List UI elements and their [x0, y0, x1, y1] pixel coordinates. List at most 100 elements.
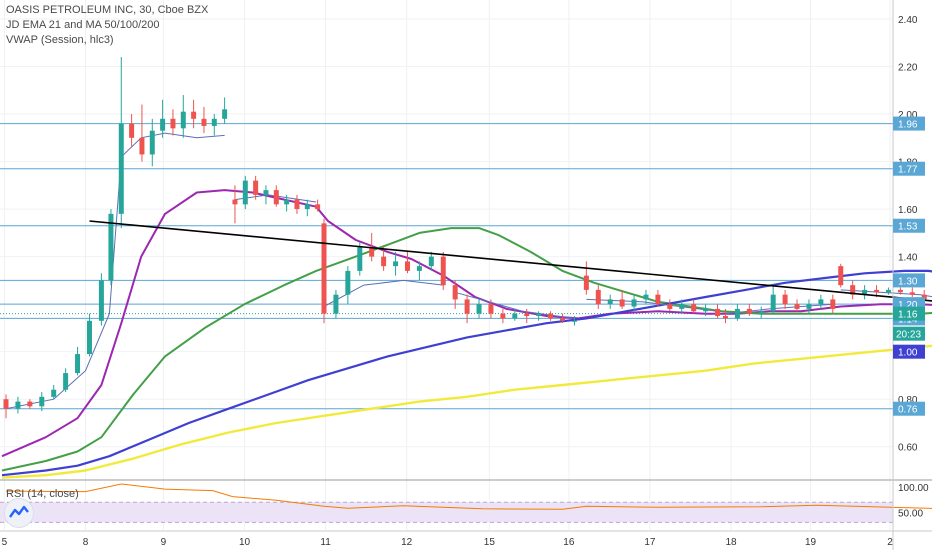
price-tag-1.53-bg: [893, 218, 925, 233]
candle-body-60: [679, 304, 685, 309]
candle-body-23: [253, 180, 259, 195]
price-tag-last: 1.16: [898, 310, 918, 321]
candle-body-45: [500, 313, 506, 319]
candle-body-76: [862, 289, 868, 295]
price-tag-0.76: 0.76: [898, 405, 918, 416]
candle-body-24: [263, 190, 269, 195]
candle-body-21: [232, 199, 238, 205]
x-tick-15: 15: [484, 537, 496, 548]
price-tag-ma: 1.00: [898, 348, 918, 359]
candle-body-38: [416, 266, 422, 271]
x-tick-19: 19: [805, 537, 817, 548]
legend-ma: JD EMA 21 and MA 50/100/200: [6, 19, 160, 31]
vwap-segment-0: [5, 132, 225, 410]
vwap-line: [5, 132, 932, 410]
price-tag-1.30-bg: [893, 273, 925, 288]
tradingview-logo[interactable]: [4, 498, 34, 528]
x-tick-11: 11: [320, 537, 331, 548]
candle-body-50: [560, 318, 565, 321]
candle-body-48: [536, 313, 542, 317]
candle-body-44: [488, 304, 494, 314]
candle-body-81: [921, 294, 927, 300]
candle-body-55: [619, 299, 625, 307]
candle-body-67: [758, 311, 764, 314]
candles: [3, 57, 927, 419]
line-ma-200: [1, 344, 932, 479]
y-tick-0.80: 0.80: [898, 395, 918, 406]
candle-body-33: [357, 247, 363, 271]
vwap-segment-4: [586, 298, 718, 312]
price-tag-ma-bg: [893, 344, 925, 359]
candle-body-26: [284, 199, 290, 205]
candle-body-3: [39, 396, 45, 407]
y-tick-2.40: 2.40: [898, 15, 918, 26]
candle-body-57: [643, 294, 649, 300]
horizontal-levels: [0, 123, 893, 410]
countdown-label: 20:23: [896, 330, 921, 341]
trendline-line: [89, 220, 932, 302]
candle-body-35: [381, 256, 387, 267]
candle-body-27: [294, 199, 300, 210]
y-tick-1.40: 1.40: [898, 253, 918, 264]
candle-body-77: [874, 289, 880, 293]
candle-body-22: [242, 180, 248, 205]
candle-body-41: [452, 285, 458, 300]
line-ma-50: [1, 227, 932, 472]
x-tick-17: 17: [644, 537, 656, 548]
legend-title: OASIS PETROLEUM INC, 30, Cboe BZX: [6, 4, 209, 16]
candle-body-2: [27, 401, 33, 407]
y-tick-1.60: 1.60: [898, 205, 918, 216]
rsi-line: [5, 483, 932, 510]
x-tick-10: 10: [239, 537, 251, 548]
candle-body-0: [3, 399, 9, 409]
candle-body-7: [86, 320, 92, 355]
x-tick-2: 2: [887, 537, 893, 548]
candle-body-63: [715, 308, 721, 317]
vwap-segment-5: [725, 303, 833, 315]
candle-body-49: [548, 313, 554, 319]
candle-body-15: [170, 118, 176, 129]
candle-body-36: [393, 261, 399, 267]
candle-body-32: [345, 270, 351, 295]
candle-body-13: [149, 130, 155, 155]
candle-body-75: [850, 285, 856, 295]
candle-body-37: [404, 261, 410, 271]
moving-average-lines: [1, 189, 932, 479]
price-tag-1.53: 1.53: [898, 222, 918, 233]
y-tick-2.00: 2.00: [898, 110, 918, 121]
price-tag-1.30: 1.30: [898, 276, 918, 287]
vwap-segment-6: [840, 289, 932, 298]
x-tick-5: 5: [2, 537, 8, 548]
trendline: [89, 220, 932, 302]
candle-body-52: [583, 275, 589, 290]
candle-body-69: [782, 294, 788, 305]
candle-body-80: [909, 292, 915, 295]
candle-body-61: [691, 304, 697, 312]
candle-body-40: [440, 256, 446, 286]
candle-body-68: [770, 294, 776, 312]
candle-body-4: [51, 389, 57, 397]
candle-body-11: [129, 123, 135, 138]
y-tick-0.60: 0.60: [898, 443, 918, 454]
candle-body-62: [703, 308, 709, 312]
candle-body-19: [211, 118, 217, 126]
candle-body-16: [180, 111, 186, 129]
price-tag-last-bg: [893, 306, 925, 321]
candle-body-73: [830, 299, 836, 309]
candle-body-12: [139, 137, 145, 155]
candle-body-78: [885, 289, 891, 293]
candle-body-42: [464, 299, 470, 314]
line-ma-100: [1, 269, 932, 477]
x-tick-16: 16: [563, 537, 575, 548]
candle-body-66: [746, 308, 752, 314]
y-tick-2.20: 2.20: [898, 63, 918, 74]
vwap-segment-2: [323, 279, 444, 307]
candle-body-8: [98, 280, 104, 321]
price-tag-1.96: 1.96: [898, 120, 918, 131]
candle-body-54: [607, 299, 613, 305]
candle-body-34: [369, 247, 375, 257]
candle-body-6: [75, 354, 81, 374]
candle-body-29: [315, 204, 321, 210]
